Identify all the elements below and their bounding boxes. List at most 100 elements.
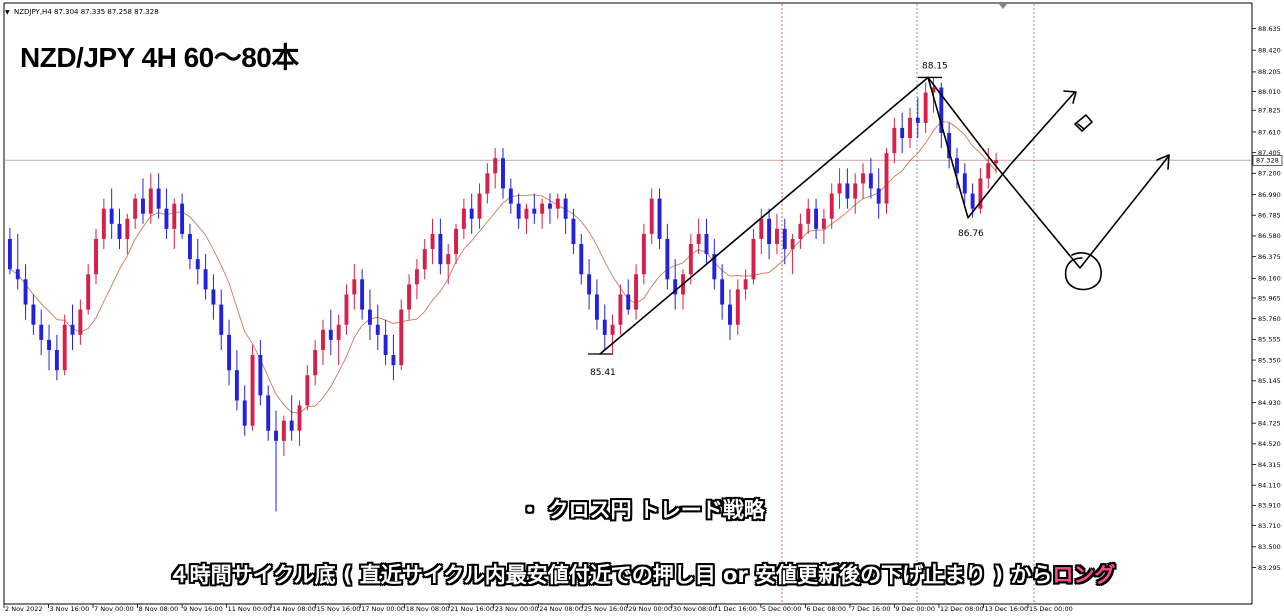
candle[interactable] [250, 344, 255, 431]
candle[interactable] [117, 208, 122, 250]
candle[interactable] [219, 289, 224, 350]
candle[interactable] [321, 319, 325, 366]
candle[interactable] [94, 228, 98, 285]
candle[interactable] [141, 178, 145, 224]
candle[interactable] [485, 163, 490, 204]
candle[interactable] [508, 178, 513, 214]
candle[interactable] [7, 227, 12, 275]
candle[interactable] [868, 158, 873, 199]
candle[interactable] [234, 349, 239, 411]
candle[interactable] [712, 238, 717, 290]
candle[interactable] [837, 168, 842, 209]
candle[interactable] [602, 304, 607, 350]
candle[interactable] [548, 193, 552, 224]
candle[interactable] [923, 82, 928, 133]
candle[interactable] [242, 385, 247, 436]
candle[interactable] [571, 208, 576, 255]
candles[interactable] [7, 77, 999, 512]
candle[interactable] [360, 269, 365, 320]
candle[interactable] [375, 304, 380, 350]
candle[interactable] [947, 122, 952, 169]
candle[interactable] [962, 163, 967, 204]
candle[interactable] [978, 168, 983, 214]
candle[interactable] [399, 299, 404, 371]
candle[interactable] [446, 243, 451, 285]
candle[interactable] [156, 173, 161, 219]
candle[interactable] [728, 289, 732, 340]
candle[interactable] [540, 198, 545, 229]
candle[interactable] [649, 188, 654, 244]
candle[interactable] [328, 309, 333, 356]
candle[interactable] [62, 314, 67, 376]
candle[interactable] [477, 183, 482, 229]
candle[interactable] [15, 233, 20, 290]
candle[interactable] [266, 385, 271, 441]
candle[interactable] [305, 365, 310, 411]
time-axis[interactable]: 2 Nov 2022 3 Nov 16:00 7 Nov 00:00 8 Nov 08… [3, 604, 1073, 613]
candle[interactable] [54, 334, 59, 381]
candle[interactable] [313, 339, 318, 386]
candle[interactable] [109, 188, 114, 239]
candle[interactable] [579, 233, 584, 285]
candle[interactable] [939, 82, 944, 149]
candle[interactable] [892, 117, 897, 164]
candle[interactable] [704, 218, 709, 265]
candle[interactable] [148, 173, 153, 224]
candle[interactable] [790, 233, 795, 275]
candle[interactable] [915, 97, 920, 139]
candle[interactable] [461, 198, 466, 239]
candle[interactable] [986, 148, 991, 189]
candle[interactable] [86, 264, 91, 315]
candle[interactable] [814, 198, 819, 239]
candle[interactable] [853, 173, 858, 214]
candle[interactable] [172, 198, 177, 250]
candle[interactable] [469, 193, 474, 234]
candle[interactable] [187, 223, 192, 270]
candle[interactable] [180, 193, 185, 239]
candle[interactable] [657, 188, 662, 250]
candle[interactable] [720, 264, 725, 320]
candle[interactable] [78, 299, 83, 345]
candle[interactable] [884, 148, 889, 214]
candle[interactable] [774, 213, 779, 255]
candle[interactable] [594, 279, 599, 330]
candle[interactable] [344, 284, 349, 335]
candle[interactable] [782, 218, 787, 265]
candle[interactable] [563, 193, 568, 234]
candle[interactable] [908, 107, 912, 149]
candle[interactable] [798, 213, 803, 250]
candle[interactable] [31, 294, 36, 335]
candle[interactable] [759, 208, 764, 255]
candle[interactable] [23, 264, 28, 320]
price-axis[interactable]: 88.635 88.420 88.205 88.010 87.825 87.610 87.4… [1252, 25, 1283, 572]
candle[interactable] [101, 198, 106, 250]
candle[interactable] [532, 193, 537, 224]
candle[interactable] [493, 148, 498, 189]
candle[interactable] [994, 153, 999, 174]
candle[interactable] [227, 319, 232, 386]
candle[interactable] [516, 193, 521, 229]
candle[interactable] [688, 233, 693, 285]
candle[interactable] [751, 228, 756, 285]
candle[interactable] [806, 198, 811, 234]
candle[interactable] [524, 203, 529, 234]
candle[interactable] [39, 309, 44, 356]
candle[interactable] [735, 279, 740, 335]
candle[interactable] [164, 188, 169, 239]
candle[interactable] [618, 284, 623, 335]
candle[interactable] [665, 223, 670, 290]
candle[interactable] [274, 410, 278, 512]
candle[interactable] [767, 208, 772, 260]
candle[interactable] [861, 163, 865, 199]
candle[interactable] [641, 223, 646, 285]
candle[interactable] [821, 208, 826, 244]
candle[interactable] [352, 264, 357, 310]
candle[interactable] [454, 223, 458, 265]
candle[interactable] [297, 400, 302, 446]
candle[interactable] [367, 289, 372, 340]
candle[interactable] [438, 218, 443, 275]
candle[interactable] [634, 264, 639, 320]
candle[interactable] [696, 218, 701, 255]
